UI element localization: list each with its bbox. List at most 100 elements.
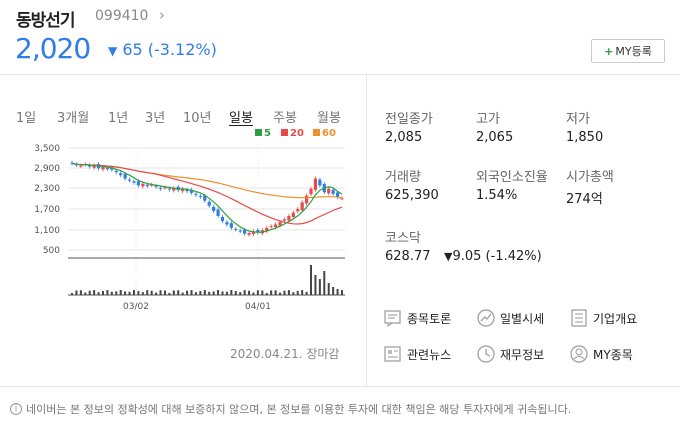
divider-top <box>0 74 680 75</box>
y-tick: 2,900 <box>34 164 60 174</box>
volume-bar <box>314 275 317 295</box>
my-register-label: MY등록 <box>615 45 652 58</box>
volume-bar <box>93 290 96 295</box>
volume-bar <box>106 290 109 295</box>
candle-body <box>88 165 92 167</box>
daily-price-link[interactable]: 일별시세 <box>476 308 544 328</box>
volume-bar <box>155 292 158 295</box>
candle-body <box>119 173 123 176</box>
candle-body <box>220 217 225 222</box>
candle-body <box>247 233 251 235</box>
volume-value: 625,390 <box>385 188 439 203</box>
candle-body <box>198 195 202 197</box>
x-tick: 04/01 <box>245 302 271 312</box>
stock-name[interactable]: 동방선기 <box>16 11 76 31</box>
volume-bar <box>128 291 131 295</box>
market-cap-value: 274억 <box>566 192 603 207</box>
candle-body <box>243 229 247 234</box>
candle-body <box>251 231 256 235</box>
current-price: 2,020 <box>15 32 91 65</box>
my-stocks-link[interactable]: MY종목 <box>569 344 633 364</box>
volume-bar <box>252 292 255 295</box>
period-tab-1y[interactable]: 1년 <box>108 111 129 126</box>
candle-body <box>229 223 233 228</box>
candle-body <box>274 224 278 228</box>
volume-bar <box>239 292 242 295</box>
candle-body <box>296 209 300 212</box>
company-overview-link[interactable]: 기업개요 <box>569 308 637 328</box>
candle-body <box>70 162 74 164</box>
candle-body <box>340 198 344 200</box>
volume-bar <box>225 291 228 295</box>
prev-close-label: 전일종가 <box>385 112 433 127</box>
volume-bar <box>137 291 140 295</box>
candle-body <box>318 179 322 186</box>
candle-body <box>265 227 269 232</box>
candle-body <box>74 164 79 166</box>
foreign-ratio-value: 1.54% <box>476 188 518 203</box>
candle-body <box>304 195 309 204</box>
volume-bar <box>119 290 122 295</box>
volume-bar <box>283 290 286 295</box>
volume-bar <box>341 290 343 295</box>
price-chart[interactable]: 3,500 2,900 2,300 1,700 1,100 500 03/02 … <box>20 140 350 315</box>
candle-body <box>189 189 194 193</box>
period-tab-weekly[interactable]: 주봉 <box>273 111 297 126</box>
volume-bar <box>274 290 277 295</box>
legend-ma60: 60 <box>313 128 336 139</box>
volume-bar <box>132 290 135 295</box>
prev-close-value: 2,085 <box>385 130 423 145</box>
candle-body <box>114 170 118 173</box>
index-change: ▼9.05 (-1.42%) <box>444 249 542 264</box>
price-change: ▼ 65 (-3.12%) <box>108 40 217 59</box>
grid <box>68 147 345 295</box>
candle-body <box>278 222 282 226</box>
volume-bar <box>88 290 91 295</box>
my-register-button[interactable]: + MY등록 <box>591 39 665 63</box>
period-tab-daily[interactable]: 일봉 <box>229 111 253 126</box>
candle-body <box>101 167 105 170</box>
candle-body <box>282 219 287 221</box>
period-tab-3y[interactable]: 3년 <box>145 111 166 126</box>
divider-vertical <box>366 74 367 386</box>
volume-bar <box>208 291 211 295</box>
volume-bar <box>287 290 290 295</box>
candle-body <box>167 188 171 190</box>
volume-bar <box>270 290 273 295</box>
news-link[interactable]: 관련뉴스 <box>383 344 451 364</box>
volume-bar <box>265 292 268 295</box>
volume-bar <box>71 293 73 295</box>
candle-body <box>127 179 132 181</box>
volume-bars <box>71 265 343 295</box>
volume-bar <box>168 292 171 295</box>
volume-bar <box>248 290 251 295</box>
period-tab-1d[interactable]: 1일 <box>16 111 37 126</box>
candle-body <box>269 226 273 228</box>
period-tab-10y[interactable]: 10년 <box>183 111 212 126</box>
finance-link[interactable]: 재무정보 <box>476 344 544 364</box>
volume-bar <box>256 290 259 295</box>
chart-timestamp: 2020.04.21. 장마감 <box>230 347 340 361</box>
candle-body <box>212 206 216 211</box>
y-tick: 1,100 <box>34 226 60 236</box>
down-arrow-icon: ▼ <box>444 250 453 263</box>
high-label: 고가 <box>476 112 500 127</box>
period-tab-3m[interactable]: 3개월 <box>57 111 90 126</box>
discussion-link[interactable]: 종목토론 <box>383 308 451 328</box>
ma5-line <box>71 162 343 233</box>
volume-bar <box>194 292 197 295</box>
x-tick: 03/02 <box>123 302 149 312</box>
chevron-right-icon[interactable]: › <box>159 6 165 24</box>
candle-body <box>185 189 189 192</box>
candle-body <box>225 222 229 225</box>
disclaimer: i 네이버는 본 정보의 정확성에 대해 보증하지 않으며, 본 정보를 이용한… <box>10 401 571 417</box>
volume-bar <box>79 290 82 295</box>
period-tab-monthly[interactable]: 월봉 <box>317 111 341 126</box>
volume-bar <box>310 265 313 295</box>
volume-bar <box>181 292 184 295</box>
volume-bar <box>336 289 339 295</box>
price-change-text: 65 (-3.12%) <box>122 40 217 59</box>
volume-bar <box>221 291 224 295</box>
candle-body <box>203 195 207 201</box>
down-arrow-icon: ▼ <box>108 44 118 58</box>
